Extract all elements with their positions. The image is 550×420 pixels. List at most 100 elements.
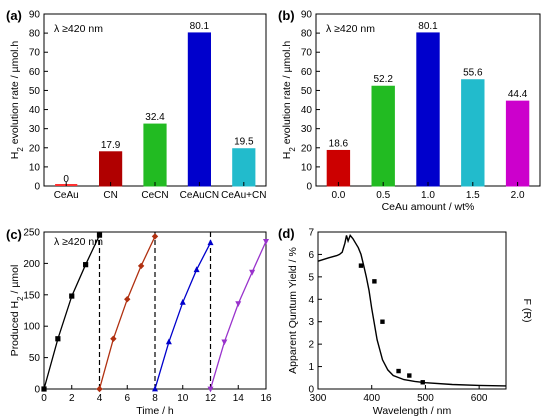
data-label: 80.1 <box>190 21 210 32</box>
bar-CeCN <box>143 123 167 187</box>
y-tick-label: 10 <box>29 162 41 173</box>
data-label: 17.9 <box>101 140 121 151</box>
data-label: 55.6 <box>463 68 483 79</box>
panel-label-c: (c) <box>6 227 22 242</box>
light-condition-label: λ ≥420 nm <box>326 23 375 35</box>
series-line-cycle-1 <box>43 234 101 390</box>
y-tick-label: 60 <box>301 67 313 78</box>
y-tick-label: 30 <box>29 124 41 135</box>
x-tick-label: 300 <box>310 393 327 404</box>
absorption-curve <box>317 234 507 387</box>
x-tick-label: 1.5 <box>466 190 480 201</box>
y-tick-label: 70 <box>29 48 41 59</box>
y2-axis-label: F (R) <box>521 299 533 323</box>
y-axis-label: Produced H2 / µmol <box>9 265 25 357</box>
data-point <box>110 335 117 342</box>
data-point <box>207 239 214 246</box>
x-tick-label: CeAu <box>54 190 79 201</box>
y-tick-label: 150 <box>23 290 40 301</box>
data-point <box>179 298 186 305</box>
plot-frame-c <box>43 231 267 390</box>
aqy-data-point <box>420 380 425 385</box>
aqy-data-point <box>358 263 364 268</box>
data-label: 80.1 <box>418 21 438 32</box>
series-line-cycle-4 <box>209 241 267 390</box>
x-tick-label: CeAu+CN <box>221 190 266 201</box>
x-tick-label: 6 <box>124 393 130 404</box>
data-point <box>193 266 200 273</box>
bar-1.5 <box>461 79 485 187</box>
y-tick-label: 10 <box>301 162 313 173</box>
y-tick-label: 40 <box>301 105 313 116</box>
x-tick-label: 1.0 <box>421 190 435 201</box>
bar-0.0 <box>326 149 351 187</box>
y-tick-label: 2 <box>308 340 314 351</box>
data-point <box>263 239 269 245</box>
x-tick-label: 16 <box>260 393 272 404</box>
y-tick-label: 50 <box>29 86 41 97</box>
data-point <box>83 262 89 268</box>
x-tick-label: 14 <box>233 393 245 404</box>
x-tick-label: 0.5 <box>376 190 390 201</box>
x-tick-label: 400 <box>363 393 380 404</box>
y-tick-label: 70 <box>301 48 313 59</box>
bar-1.0 <box>416 32 440 187</box>
y-tick-label: 200 <box>23 259 40 270</box>
y-tick-label: 90 <box>29 10 41 21</box>
y-tick-label: 1 <box>308 362 314 373</box>
y-tick-label: 0 <box>306 182 312 193</box>
x-tick-label: 0.0 <box>331 190 345 201</box>
data-point <box>124 295 131 303</box>
data-point <box>41 386 47 392</box>
data-point <box>235 301 242 307</box>
data-label: 52.2 <box>373 74 393 85</box>
x-axis-label: Time / h <box>136 405 174 417</box>
aqy-data-point <box>380 319 385 324</box>
x-tick-label: 8 <box>152 393 158 404</box>
y-tick-label: 0 <box>308 385 314 396</box>
x-tick-label: 2.0 <box>511 190 525 201</box>
series-line-cycle-2 <box>98 236 156 390</box>
y-tick-label: 250 <box>23 228 40 239</box>
data-point <box>165 338 172 345</box>
aqy-data-point <box>407 373 412 378</box>
data-point <box>249 269 256 276</box>
y-axis-label: H2 evolution rate / µmol.h <box>9 41 25 160</box>
y-tick-label: 50 <box>29 353 41 364</box>
y-tick-label: 4 <box>308 295 314 306</box>
y-tick-label: 40 <box>29 105 41 116</box>
x-tick-label: 500 <box>417 393 434 404</box>
x-axis-label: Wavelength / nm <box>373 405 452 417</box>
data-point <box>96 385 103 393</box>
data-label: 18.6 <box>329 138 349 149</box>
data-label: 19.5 <box>234 137 254 148</box>
light-condition-label: λ ≥420 nm <box>54 236 103 248</box>
y-tick-label: 20 <box>301 143 313 154</box>
y-tick-label: 7 <box>308 228 314 239</box>
y-tick-label: 0 <box>34 385 40 396</box>
data-point <box>151 233 159 240</box>
data-point <box>152 385 158 392</box>
y-tick-label: 50 <box>301 86 313 97</box>
x-tick-label: 600 <box>471 393 488 404</box>
light-condition-label: λ ≥420 nm <box>54 23 103 35</box>
y-tick-label: 90 <box>301 10 313 21</box>
y-tick-label: 100 <box>23 322 40 333</box>
data-point <box>207 386 214 393</box>
y-tick-label: 0 <box>34 182 40 193</box>
aqy-data-point <box>372 279 377 284</box>
data-label: 0 <box>63 174 69 185</box>
x-tick-label: CN <box>103 190 117 201</box>
panel-label-d: (d) <box>278 226 295 241</box>
x-tick-label: 12 <box>205 393 217 404</box>
panel-label-a: (a) <box>6 8 22 23</box>
series-line-cycle-3 <box>154 242 212 390</box>
y-tick-label: 3 <box>308 317 314 328</box>
bar-0.5 <box>371 85 395 187</box>
data-point <box>137 262 145 270</box>
y-tick-label: 60 <box>29 67 41 78</box>
panel-label-b: (b) <box>278 8 295 23</box>
y-tick-label: 80 <box>29 29 41 40</box>
data-point <box>96 232 103 238</box>
